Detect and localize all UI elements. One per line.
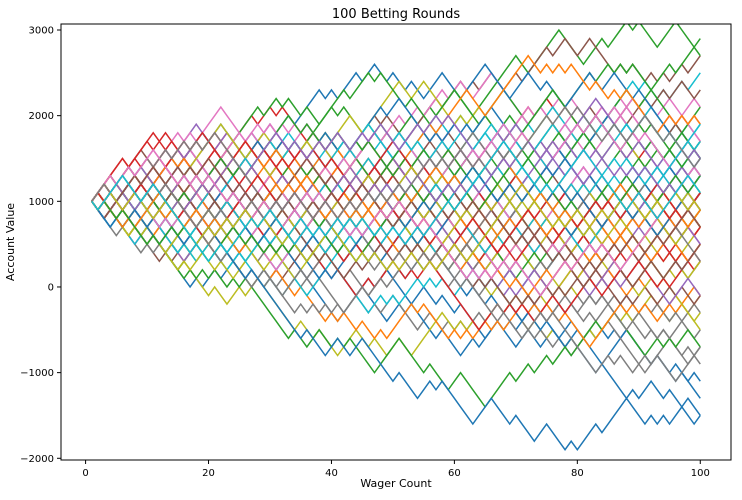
- x-axis: 0 20 40 60 80 100: [82, 460, 710, 479]
- y-axis-label: Account Value: [4, 203, 17, 281]
- x-axis-label: Wager Count: [360, 477, 432, 490]
- y-axis: −2000 −1000 0 1000 2000 3000: [20, 25, 61, 465]
- y-tick-label: 2000: [29, 111, 54, 122]
- series-line-30: [91, 140, 701, 314]
- series-line-85: [91, 114, 701, 220]
- series-line-33: [91, 191, 701, 409]
- series-line-11: [91, 191, 701, 383]
- x-tick-label: 80: [571, 468, 584, 479]
- series-line-88: [91, 131, 701, 383]
- x-tick-label: 0: [82, 468, 88, 479]
- y-tick-label: −2000: [20, 454, 54, 465]
- chart-title: 100 Betting Rounds: [332, 7, 460, 22]
- series-line-96: [91, 157, 701, 289]
- series-line-98: [91, 105, 701, 229]
- y-tick-label: 3000: [29, 25, 54, 36]
- x-tick-label: 100: [691, 468, 710, 479]
- series-line-97: [91, 148, 701, 297]
- x-tick-label: 60: [448, 468, 461, 479]
- series-line-15: [91, 122, 701, 297]
- series-line-100: [91, 140, 701, 263]
- y-tick-label: −1000: [20, 368, 54, 379]
- series-line-10: [91, 72, 701, 246]
- y-tick-label: 1000: [29, 197, 54, 208]
- y-tick-label: 0: [48, 282, 54, 293]
- x-tick-label: 20: [202, 468, 215, 479]
- plot-frame: [60, 23, 732, 461]
- x-tick-label: 40: [325, 468, 338, 479]
